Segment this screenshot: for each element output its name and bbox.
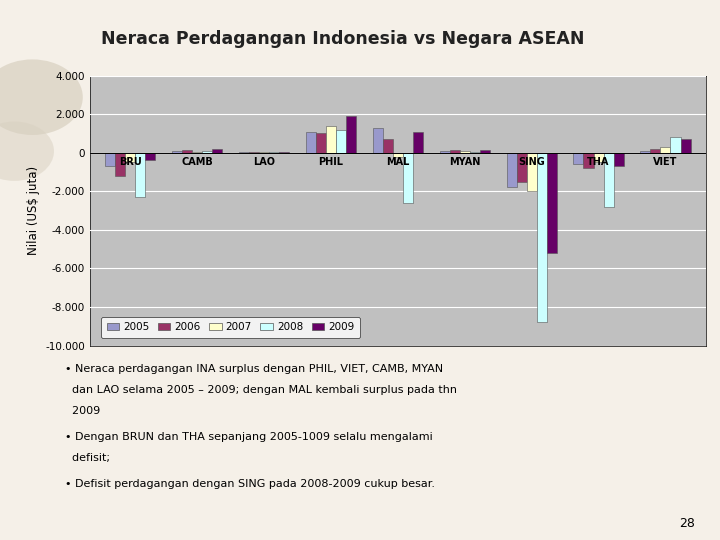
Bar: [546, 153, 557, 253]
Bar: [182, 150, 192, 153]
Legend: 2005, 2006, 2007, 2008, 2009: 2005, 2006, 2007, 2008, 2009: [102, 318, 360, 338]
Bar: [135, 153, 145, 197]
Bar: [212, 149, 222, 153]
Bar: [105, 153, 115, 166]
Bar: [583, 153, 593, 168]
Bar: [573, 153, 583, 164]
Bar: [239, 152, 249, 153]
Text: THA: THA: [588, 157, 610, 167]
Bar: [145, 153, 156, 160]
Text: CAMB: CAMB: [181, 157, 213, 167]
Bar: [326, 126, 336, 153]
Bar: [680, 139, 690, 153]
Bar: [469, 152, 480, 153]
Text: VIET: VIET: [653, 157, 678, 167]
Bar: [249, 152, 259, 153]
Text: 2009: 2009: [65, 406, 100, 416]
Text: SING: SING: [518, 157, 545, 167]
Bar: [336, 130, 346, 153]
Bar: [593, 153, 603, 163]
Bar: [269, 152, 279, 153]
Text: • Neraca perdagangan INA surplus dengan PHIL, VIET, CAMB, MYAN: • Neraca perdagangan INA surplus dengan …: [65, 364, 443, 375]
Text: defisit;: defisit;: [65, 453, 109, 463]
Bar: [393, 153, 402, 157]
Text: • Dengan BRUN dan THA sepanjang 2005-1009 selalu mengalami: • Dengan BRUN dan THA sepanjang 2005-100…: [65, 432, 433, 442]
Bar: [172, 151, 182, 153]
Bar: [279, 152, 289, 153]
Bar: [650, 149, 660, 153]
Text: Neraca Perdagangan Indonesia vs Negara ASEAN: Neraca Perdagangan Indonesia vs Negara A…: [101, 30, 585, 48]
Bar: [640, 151, 650, 153]
Bar: [459, 151, 469, 153]
Text: 28: 28: [679, 517, 695, 530]
Text: BRU: BRU: [119, 157, 142, 167]
Bar: [480, 151, 490, 153]
Bar: [202, 151, 212, 153]
Bar: [440, 151, 450, 153]
Bar: [316, 133, 326, 153]
Bar: [413, 132, 423, 153]
Bar: [516, 153, 526, 181]
Bar: [402, 153, 413, 203]
Bar: [346, 116, 356, 153]
Bar: [670, 137, 680, 153]
Text: MAL: MAL: [386, 157, 410, 167]
Bar: [526, 153, 536, 191]
Bar: [450, 150, 459, 153]
Y-axis label: Nilai (US$ juta): Nilai (US$ juta): [27, 166, 40, 255]
Bar: [603, 153, 613, 207]
Bar: [115, 153, 125, 176]
Bar: [383, 139, 393, 153]
Bar: [125, 153, 135, 163]
Text: PHIL: PHIL: [318, 157, 343, 167]
Bar: [536, 153, 546, 322]
Text: MYAN: MYAN: [449, 157, 480, 167]
Bar: [306, 132, 316, 153]
Text: LAO: LAO: [253, 157, 275, 167]
Bar: [613, 153, 624, 166]
Text: • Defisit perdagangan dengan SING pada 2008-2009 cukup besar.: • Defisit perdagangan dengan SING pada 2…: [65, 480, 435, 489]
Bar: [507, 153, 516, 187]
Bar: [660, 147, 670, 153]
Bar: [192, 152, 202, 153]
Bar: [373, 127, 383, 153]
Text: dan LAO selama 2005 – 2009; dengan MAL kembali surplus pada thn: dan LAO selama 2005 – 2009; dengan MAL k…: [65, 385, 456, 395]
